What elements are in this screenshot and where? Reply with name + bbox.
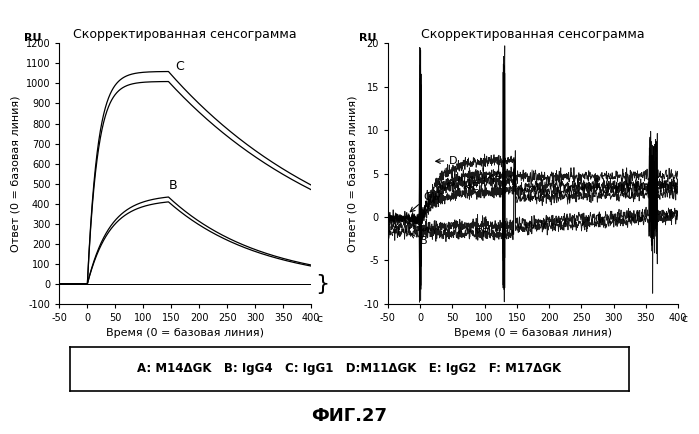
Text: B: B: [168, 179, 177, 192]
Text: с: с: [681, 314, 687, 324]
Y-axis label: Ответ (0 = базовая линия): Ответ (0 = базовая линия): [347, 95, 358, 252]
Y-axis label: Ответ (0 = базовая линия): Ответ (0 = базовая линия): [10, 95, 20, 252]
Text: }: }: [315, 274, 330, 294]
Text: A: M14ΔGK   B: IgG4   C: IgG1   D:M11ΔGK   E: IgG2   F: M17ΔGK: A: M14ΔGK B: IgG4 C: IgG1 D:M11ΔGK E: Ig…: [138, 362, 561, 375]
Text: с: с: [316, 314, 322, 324]
Text: C: C: [410, 192, 431, 212]
Text: C: C: [175, 60, 185, 73]
Text: ФИГ.27: ФИГ.27: [312, 408, 387, 425]
Text: RU: RU: [24, 33, 42, 43]
X-axis label: Время (0 = базовая линия): Время (0 = базовая линия): [454, 329, 612, 339]
Text: A: A: [489, 171, 502, 181]
X-axis label: Время (0 = базовая линия): Время (0 = базовая линия): [106, 329, 264, 339]
Text: F: F: [475, 227, 488, 238]
Text: B: B: [411, 234, 428, 247]
Title: Скорректированная сенсограмма: Скорректированная сенсограмма: [421, 28, 644, 41]
Text: RU: RU: [359, 33, 377, 43]
Text: E: E: [466, 181, 479, 192]
Title: Скорректированная сенсограмма: Скорректированная сенсограмма: [73, 28, 297, 41]
Text: D: D: [435, 155, 458, 166]
